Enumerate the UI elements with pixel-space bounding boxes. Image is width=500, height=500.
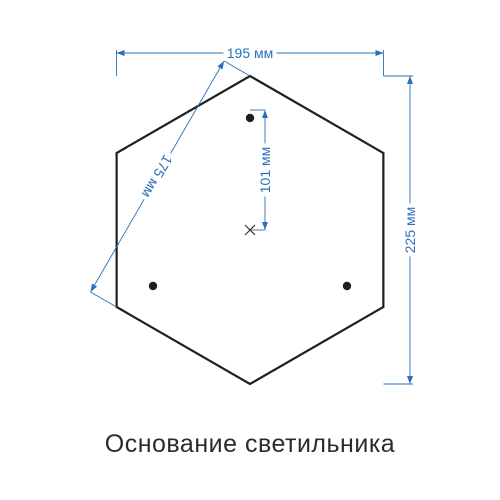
svg-text:225 мм: 225 мм [402,207,418,254]
dim-label: 195 мм [224,44,277,62]
dim-arrow [117,50,125,56]
dim-arrow [91,284,98,292]
mounting-hole [343,282,351,290]
mounting-hole [246,114,254,122]
dim-arrow [407,376,413,384]
dim-arrow [262,222,268,230]
dim-height-225: 225 мм [384,76,420,384]
dim-arrow [217,61,224,69]
dim-inner-101: 101 мм [250,110,274,230]
dim-edge-175: 175 мм [91,61,250,307]
dim-label: 175 мм [136,149,178,204]
dim-label: 101 мм [256,144,274,197]
dim-arrow [262,110,268,118]
svg-text:195 мм: 195 мм [227,45,274,61]
dim-arrow [376,50,384,56]
technical-drawing: 195 мм 225 мм 175 мм 101 мм [0,0,500,500]
caption-text: Основание светильника [0,430,500,459]
svg-text:101 мм: 101 мм [257,147,273,194]
mounting-hole [149,282,157,290]
dim-width-195: 195 мм [117,44,384,76]
dim-arrow [407,76,413,84]
dim-label: 225 мм [401,204,419,257]
